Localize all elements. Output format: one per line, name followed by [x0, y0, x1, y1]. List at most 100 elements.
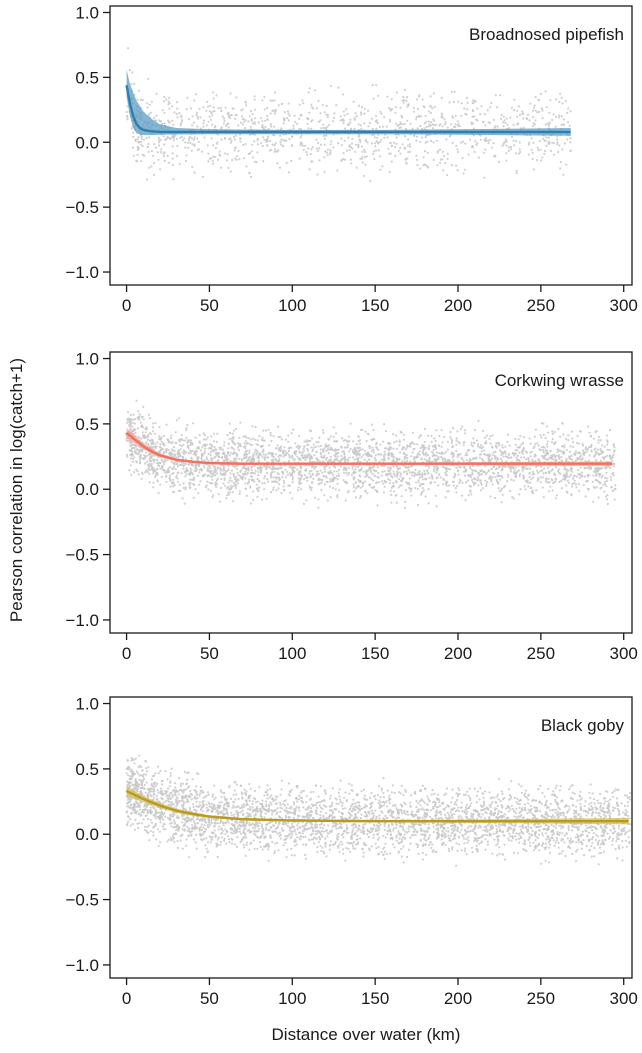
scatter-point [598, 473, 601, 476]
scatter-point [370, 142, 374, 145]
scatter-point [562, 123, 565, 126]
scatter-point [264, 475, 267, 478]
scatter-point [578, 476, 582, 479]
scatter-point [256, 467, 260, 470]
scatter-point [532, 106, 536, 109]
scatter-point [232, 474, 235, 477]
scatter-point [218, 801, 221, 804]
scatter-point [336, 169, 339, 172]
scatter-point [394, 106, 397, 109]
scatter-point [394, 111, 397, 114]
scatter-point [390, 452, 393, 455]
scatter-point [560, 445, 564, 448]
scatter-point [387, 478, 390, 481]
scatter-point [230, 114, 233, 117]
scatter-point [210, 137, 213, 140]
x-tick-label: 200 [444, 644, 472, 663]
scatter-point [337, 473, 340, 476]
scatter-point [312, 107, 315, 110]
scatter-point [245, 473, 248, 476]
scatter-point [159, 438, 162, 441]
scatter-point [483, 138, 486, 141]
scatter-point [283, 117, 286, 120]
panel-corkwing-wrasse: −1.0−0.50.00.51.0 0 50 100 150 200 250 300 Cor… [65, 350, 637, 663]
scatter-point [337, 86, 340, 89]
scatter-point [591, 480, 594, 484]
scatter-point [266, 789, 269, 792]
scatter-point [165, 480, 168, 484]
scatter-point [184, 146, 187, 149]
scatter-point [195, 113, 198, 117]
scatter-point [247, 437, 250, 440]
scatter-point [514, 466, 518, 469]
scatter-point [599, 439, 603, 442]
scatter-point [564, 100, 567, 103]
scatter-point [149, 460, 152, 463]
scatter-point [536, 471, 540, 474]
scatter-point [245, 442, 248, 445]
scatter-point [451, 426, 455, 429]
scatter-point [437, 484, 440, 487]
scatter-point [288, 138, 291, 141]
scatter-point [233, 458, 236, 461]
scatter-point [208, 474, 211, 477]
scatter-point [461, 140, 465, 143]
scatter-point [387, 824, 390, 827]
scatter-point [167, 100, 170, 103]
scatter-point [546, 440, 549, 443]
scatter-point [451, 141, 454, 144]
scatter-point [131, 457, 135, 460]
scatter-point [171, 157, 174, 160]
scatter-point [479, 469, 482, 472]
scatter-point [133, 428, 136, 431]
scatter-point [326, 499, 329, 502]
scatter-point [136, 160, 139, 163]
scatter-point [329, 143, 332, 146]
scatter-point [350, 784, 353, 787]
scatter-point [577, 442, 580, 445]
scatter-point [362, 453, 365, 456]
scatter-point [191, 449, 194, 452]
scatter-point [205, 456, 208, 459]
scatter-point [374, 489, 377, 492]
scatter-point [175, 474, 178, 477]
scatter-point [443, 123, 447, 126]
scatter-point [215, 481, 218, 484]
scatter-point [232, 500, 235, 503]
scatter-point [588, 431, 591, 434]
scatter-point [301, 99, 304, 102]
scatter-point [406, 444, 409, 447]
scatter-point [182, 443, 185, 446]
scatter-point [324, 150, 327, 153]
scatter-point [435, 429, 438, 432]
scatter-point [439, 476, 442, 479]
scatter-point [469, 489, 472, 492]
scatter-point [389, 120, 392, 123]
scatter-point [415, 139, 418, 142]
scatter-point [324, 445, 327, 448]
scatter-point [266, 456, 269, 459]
scatter-point [374, 459, 377, 462]
scatter-point [479, 446, 482, 449]
scatter-point [371, 438, 374, 441]
scatter-point [531, 458, 534, 461]
scatter-point [573, 452, 576, 455]
scatter-point [462, 172, 465, 175]
scatter-point [367, 109, 370, 112]
scatter-point [415, 115, 418, 118]
scatter-point [402, 438, 405, 441]
scatter-point [390, 160, 393, 163]
scatter-point [509, 145, 513, 148]
scatter-point [233, 813, 236, 816]
scatter-point [506, 123, 509, 126]
scatter-point [273, 112, 276, 115]
scatter-point [201, 446, 204, 449]
scatter-point [277, 448, 281, 451]
scatter-point [168, 451, 171, 454]
scatter-point [382, 777, 385, 780]
scatter-point [175, 101, 179, 104]
scatter-point [251, 122, 254, 125]
scatter-point [250, 438, 253, 441]
scatter-point [334, 488, 337, 491]
scatter-point [560, 96, 563, 99]
